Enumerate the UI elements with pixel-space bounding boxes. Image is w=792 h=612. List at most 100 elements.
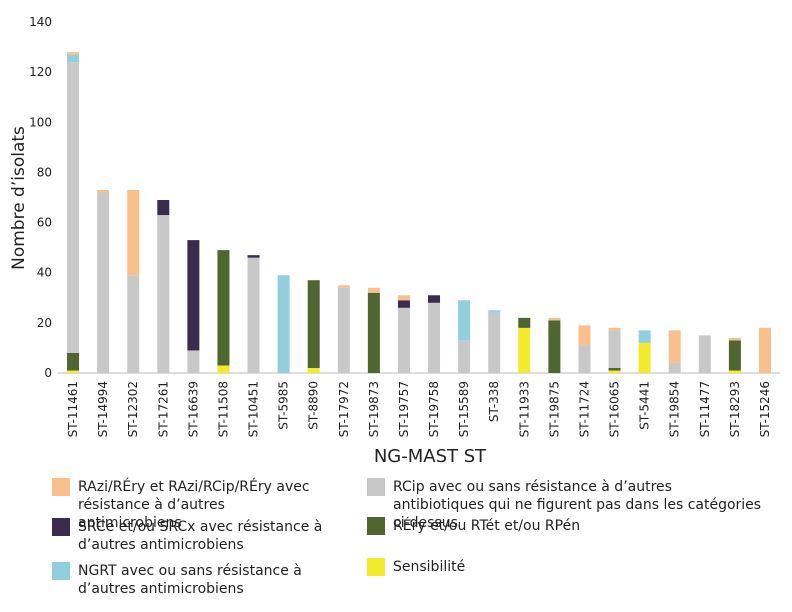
bar-segment	[67, 52, 80, 55]
x-tick-label: ST-15246	[758, 381, 772, 437]
bar-segment	[638, 342, 651, 373]
y-tick-label: 20	[37, 316, 52, 330]
x-tick-label: ST-5441	[638, 381, 652, 430]
y-tick-label: 40	[37, 266, 52, 280]
legend-item: RÉry et/ou RTét et/ou RPén	[367, 517, 755, 535]
x-axis-title: NG-MAST ST	[374, 446, 487, 467]
bar-segment	[127, 275, 140, 373]
bar-segment	[217, 365, 230, 373]
bar-segment	[307, 280, 320, 368]
bar-segment	[307, 367, 320, 373]
legend-swatch	[52, 562, 70, 580]
legend-label: RCip avec ou sans résistance à d’autres …	[393, 479, 762, 531]
bar-segment	[668, 330, 681, 363]
bar-segment	[97, 189, 110, 193]
x-tick-label: ST-5985	[277, 381, 291, 430]
bar-segment	[217, 250, 230, 366]
legend-label: SRCe et/ou SRCx avec résistance à d’autr…	[78, 519, 323, 553]
x-tick-label: ST-338	[487, 381, 501, 422]
bar-segment	[488, 312, 501, 373]
y-tick-label: 0	[44, 366, 52, 380]
bar-segment	[397, 295, 410, 301]
x-tick-label: ST-19873	[367, 381, 381, 437]
bar-segment	[638, 330, 651, 343]
y-tick-label: 120	[29, 65, 52, 79]
bar-segment	[488, 310, 501, 313]
legend-item: NGRT avec ou sans résistance à d’autres …	[52, 562, 332, 598]
bar-segment	[548, 317, 561, 321]
bar-segment	[728, 340, 741, 371]
y-axis-title: Nombre d’isolats	[9, 126, 29, 270]
bar-segment	[698, 335, 711, 373]
bar-segment	[247, 257, 260, 373]
bar-segment	[157, 200, 170, 216]
legend-swatch	[367, 558, 385, 576]
x-tick-label: ST-19758	[427, 381, 441, 437]
x-tick-label: ST-16639	[186, 381, 200, 437]
bar-segment	[518, 317, 531, 328]
bar-segment	[67, 54, 80, 63]
bar-segment	[67, 62, 80, 353]
x-tick-label: ST-19875	[547, 381, 561, 437]
bar-segment	[758, 327, 771, 373]
bar-segment	[337, 285, 350, 288]
bar-segment	[97, 192, 110, 373]
bar-segment	[187, 240, 200, 351]
y-tick-label: 80	[37, 165, 52, 179]
legend-label: NGRT avec ou sans résistance à d’autres …	[78, 563, 302, 597]
bar-segment	[518, 327, 531, 373]
bar-segment	[428, 295, 441, 303]
x-tick-label: ST-11933	[517, 381, 531, 437]
bar-segment	[367, 287, 380, 293]
x-tick-label: ST-18293	[728, 381, 742, 437]
bar-segment	[458, 300, 471, 341]
bar-segment	[397, 300, 410, 308]
bar-segment	[608, 370, 621, 373]
y-tick-label: 60	[37, 216, 52, 230]
bar-segment	[578, 345, 591, 373]
x-tick-label: ST-19757	[397, 381, 411, 437]
bar-segment	[367, 292, 380, 373]
bar-segment	[668, 362, 681, 373]
x-tick-label: ST-11461	[66, 381, 80, 437]
legend-label: RÉry et/ou RTét et/ou RPén	[393, 518, 581, 534]
x-tick-label: ST-10451	[247, 381, 261, 437]
bar-segment	[67, 352, 80, 371]
bar-segment	[548, 320, 561, 373]
y-tick-label: 100	[29, 115, 52, 129]
x-tick-label: ST-11724	[577, 381, 591, 437]
bar-segment	[337, 287, 350, 373]
bar-segment	[578, 325, 591, 346]
legend-swatch	[367, 478, 385, 496]
x-tick-label: ST-16065	[608, 381, 622, 437]
bar-segment	[277, 275, 290, 373]
y-tick-label: 140	[29, 15, 52, 29]
bar-segment	[67, 370, 80, 373]
chart: NG-MAST ST Nombre d’isolats 0 20 40 60 80 100…	[9, 15, 780, 467]
x-tick-label: ST-12302	[126, 381, 140, 437]
bar-segment	[608, 367, 621, 371]
legend-item: RAzi/RÉry et RAzi/RCip/RÉry avec résista…	[52, 478, 332, 532]
legend-label: Sensibilité	[393, 559, 466, 575]
bar-segment	[728, 337, 741, 341]
x-tick-label: ST-14994	[96, 381, 110, 437]
bar-segment	[127, 189, 140, 276]
bar-segment	[608, 327, 621, 331]
x-tick-label: ST-17261	[156, 381, 170, 437]
bar-segment	[397, 307, 410, 373]
x-tick-label: ST-11508	[216, 381, 230, 437]
bar-segment	[458, 340, 471, 373]
legend-swatch	[367, 517, 385, 535]
legend-item: RCip avec ou sans résistance à d’autres …	[367, 478, 767, 532]
bar-segment	[728, 370, 741, 373]
legend-label: RAzi/RÉry et RAzi/RCip/RÉry avec résista…	[78, 479, 310, 531]
x-tick-label: ST-19854	[668, 381, 682, 437]
legend-swatch	[52, 478, 70, 496]
legend-item: Sensibilité	[367, 558, 755, 576]
legend-swatch	[52, 518, 70, 536]
bar-segment	[608, 330, 621, 368]
x-tick-label: ST-15589	[457, 381, 471, 437]
bar-segment	[157, 215, 170, 373]
bar-segment	[247, 255, 260, 258]
